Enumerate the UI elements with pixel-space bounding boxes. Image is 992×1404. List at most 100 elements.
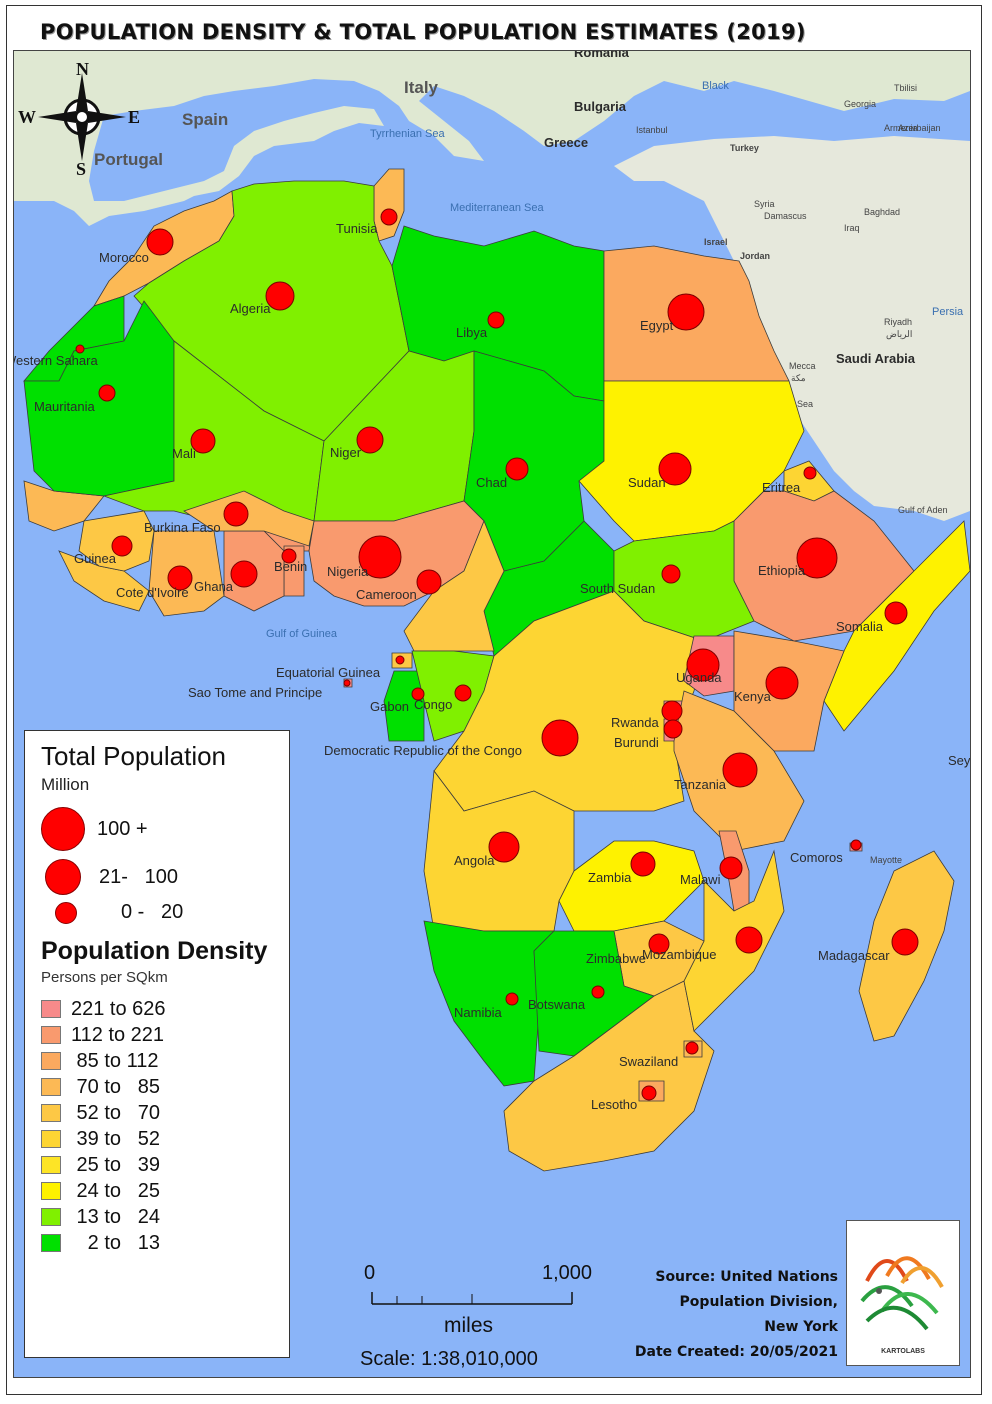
label-niger: Niger	[330, 445, 362, 460]
pop-circle-botswana	[591, 985, 605, 999]
pop-circle-lesotho	[641, 1085, 657, 1101]
label-democratic-republic-of-the-congo: Democratic Republic of the Congo	[324, 743, 522, 758]
legend-swatch	[41, 1026, 61, 1044]
legend-density-label: 221 to 626	[71, 997, 166, 1020]
legend-density-label: 13 to 24	[71, 1205, 160, 1228]
europe-land	[14, 51, 970, 226]
pop-circle-equatorial-guinea	[395, 655, 405, 665]
legend-swatch	[41, 1208, 61, 1226]
label-algeria: Algeria	[230, 301, 271, 316]
label-kenya: Kenya	[734, 689, 772, 704]
pop-circle-zimbabwe	[648, 933, 670, 955]
label-bulgaria: Bulgaria	[574, 99, 627, 114]
label-azerbaijan: Azerbaijan	[898, 123, 941, 133]
pop-circle-eritrea	[803, 466, 817, 480]
legend-swatch	[41, 1156, 61, 1174]
map-title: POPULATION DENSITY & TOTAL POPULATION ES…	[40, 20, 806, 44]
scale-ratio: Scale: 1:38,010,000	[360, 1348, 538, 1370]
legend-pop-row-small: 0 - 20	[55, 901, 183, 924]
label-persia: Persia	[932, 306, 964, 318]
compass-center	[75, 110, 89, 124]
label-egypt: Egypt	[640, 318, 674, 333]
legend-density-label: 70 to 85	[71, 1075, 160, 1098]
label-swaziland: Swaziland	[619, 1054, 678, 1069]
country-south-sudan	[613, 520, 755, 642]
label-tunisia: Tunisia	[336, 221, 378, 236]
pop-circle-ghana	[230, 560, 258, 588]
legend-density-row: 52 to 70	[41, 1101, 160, 1125]
scale-unit: miles	[444, 1314, 494, 1337]
label-sudan: Sudan	[628, 475, 666, 490]
label-cote-d-ivoire: Cote d'Ivoire	[116, 585, 189, 600]
label-black-sea: Black	[702, 80, 729, 92]
legend-density-row: 70 to 85	[41, 1075, 160, 1099]
label-turkey: Turkey	[730, 143, 759, 153]
label-syria: Syria	[754, 199, 775, 209]
label-tyrrhenian: Tyrrhenian Sea	[370, 128, 445, 140]
legend-swatch	[41, 1234, 61, 1252]
population-circles	[75, 208, 919, 1101]
legend-swatch	[41, 1130, 61, 1148]
legend-density-label: 2 to 13	[71, 1231, 160, 1254]
label-madagascar: Madagascar	[818, 948, 890, 963]
pop-circle-chad	[505, 457, 529, 481]
label-zambia: Zambia	[588, 870, 632, 885]
source-date: Date Created: 20/05/2021	[634, 1344, 838, 1360]
legend-pop-unit: Million	[41, 775, 90, 794]
legend-swatch	[41, 1182, 61, 1200]
label-baghdad: Baghdad	[864, 207, 900, 217]
label-georgia: Georgia	[844, 99, 876, 109]
legend-density-row: 112 to 221	[41, 1023, 164, 1047]
label-ethiopia: Ethiopia	[758, 563, 806, 578]
scale-end: 1,000	[542, 1262, 593, 1284]
pop-circle-tanzania	[722, 752, 758, 788]
label-eritrea: Eritrea	[762, 480, 801, 495]
label-chad: Chad	[476, 475, 507, 490]
pop-circle-mozambique	[735, 926, 763, 954]
legend-pop-label: 100 +	[97, 817, 148, 840]
pop-circle-madagascar	[891, 928, 919, 956]
compass-south-arrow	[76, 117, 88, 161]
legend-density-row: 85 to 112	[41, 1049, 158, 1073]
kartolabs-logo: KARTOLABS	[846, 1220, 960, 1366]
compass-north-arrow	[76, 73, 88, 117]
label-rwanda: Rwanda	[611, 715, 659, 730]
legend-pop-row-large: 100 +	[41, 807, 148, 851]
label-mecca: Mecca	[789, 361, 816, 371]
label-portugal: Portugal	[94, 150, 163, 169]
legend-density-row: 25 to 39	[41, 1153, 160, 1177]
pop-circle-morocco	[146, 228, 174, 256]
pop-circle-namibia	[505, 992, 519, 1006]
label-mozambique: Mozambique	[642, 947, 716, 962]
label-burkina-faso: Burkina Faso	[144, 520, 221, 535]
legend-circle-large	[41, 807, 85, 851]
legend-density-label: 25 to 39	[71, 1153, 160, 1176]
label-libya: Libya	[456, 325, 488, 340]
map-canvas: Italy Spain Portugal Bulgaria Romania Is…	[14, 51, 970, 1377]
country-burkina-faso	[183, 490, 315, 547]
pop-circle-congo	[454, 684, 472, 702]
legend-swatch	[41, 1052, 61, 1070]
label-ghana: Ghana	[194, 579, 234, 594]
country-democratic-republic-of-the-congo	[433, 590, 705, 812]
label-riyadh-ar: الرياض	[886, 329, 912, 340]
label-israel: Israel	[704, 237, 728, 247]
compass-e: E	[128, 107, 140, 127]
country-namibia	[423, 920, 555, 1087]
label-saudi-arabia: Saudi Arabia	[836, 351, 916, 366]
label-comoros: Comoros	[790, 850, 843, 865]
pop-circle-cameroon	[416, 569, 442, 595]
label-sey: Sey	[948, 753, 970, 768]
pop-circle-democratic-republic-of-the-congo	[541, 719, 579, 757]
label-burundi: Burundi	[614, 735, 659, 750]
label-benin: Benin	[274, 559, 307, 574]
label-iraq: Iraq	[844, 223, 860, 233]
legend-density-label: 24 to 25	[71, 1179, 160, 1202]
label-mali: Mali	[172, 446, 196, 461]
pop-circle-uganda	[686, 648, 720, 682]
country-zambia	[558, 840, 705, 932]
logo-mark: KARTOLABS	[860, 1256, 944, 1355]
label-greece: Greece	[544, 135, 588, 150]
pop-circle-mali	[190, 428, 216, 454]
pop-circle-nigeria	[358, 535, 402, 579]
